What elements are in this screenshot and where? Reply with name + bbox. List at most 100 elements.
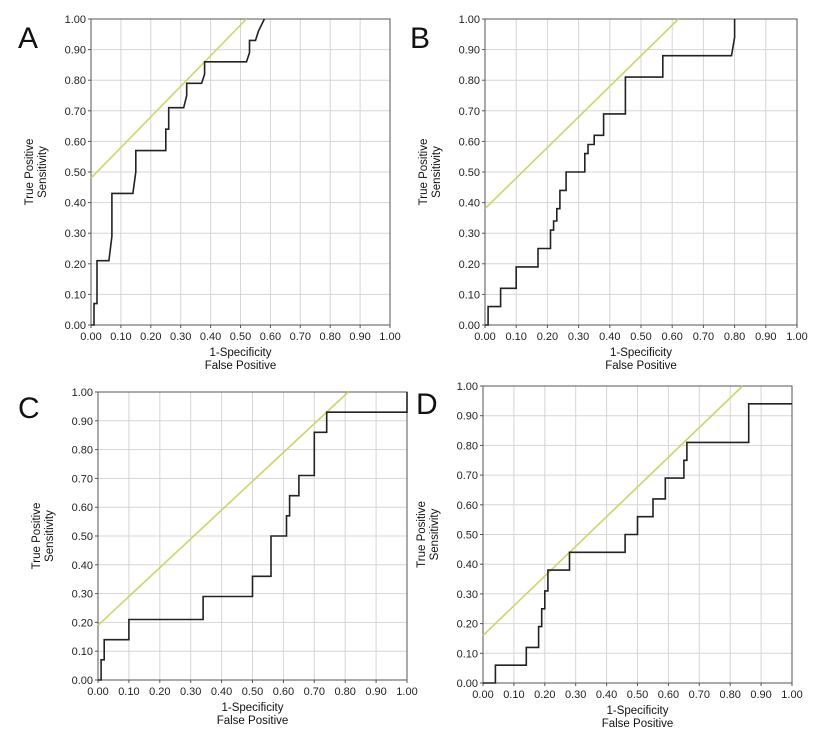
x-axis-label-line1: 1-Specificity bbox=[210, 347, 272, 359]
x-axis-label-line2: False Positive bbox=[205, 360, 277, 372]
x-tick-label: 0.40 bbox=[599, 331, 620, 343]
x-tick-label: 0.10 bbox=[505, 331, 526, 343]
x-axis-label-line1: 1-Specificity bbox=[222, 702, 284, 714]
x-tick-label: 0.10 bbox=[503, 689, 524, 701]
y-tick-label: 0.80 bbox=[65, 75, 86, 87]
y-axis-label-line2: Sensitivity bbox=[429, 508, 441, 560]
x-tick-label: 1.00 bbox=[396, 686, 417, 698]
x-tick-label: 0.80 bbox=[719, 689, 740, 701]
panel-c: 0.000.00 0.10 0.10 0.20 0.20 0.30 0.30 0.40 0.40… bbox=[18, 387, 418, 727]
y-tick-label: 0.60 bbox=[457, 500, 478, 512]
y-tick-label: 0.90 bbox=[65, 45, 86, 57]
y-axis-label-line1: True Positive bbox=[31, 503, 43, 570]
x-axis-label-line2: False Positive bbox=[217, 715, 289, 727]
y-axis-label-line2: Sensitivity bbox=[37, 146, 49, 198]
x-tick-label: 0.10 bbox=[118, 686, 139, 698]
y-tick-label: 0.20 bbox=[457, 619, 478, 631]
x-tick-label: 1.00 bbox=[786, 331, 807, 343]
y-tick-label: 0.20 bbox=[65, 259, 86, 271]
x-tick-label: 0.30 bbox=[180, 686, 201, 698]
x-tick-label: 0.30 bbox=[568, 331, 589, 343]
roc-curve-c bbox=[98, 392, 408, 681]
x-tick-label: 0.40 bbox=[200, 331, 221, 343]
y-tick-label: 0.50 bbox=[457, 530, 478, 542]
y-tick-label: 0.40 bbox=[72, 560, 93, 572]
x-tick-label: 0.60 bbox=[273, 686, 294, 698]
y-tick-label: 0.90 bbox=[457, 411, 478, 423]
y-tick-label: 0.00 bbox=[72, 675, 93, 687]
panel-letter-d: D bbox=[416, 388, 438, 421]
x-tick-label: 0.90 bbox=[755, 331, 776, 343]
x-tick-label: 0.60 bbox=[260, 331, 281, 343]
roc-curve-a bbox=[91, 18, 266, 326]
y-tick-label: 0.90 bbox=[459, 45, 480, 57]
y-tick-label: 0.80 bbox=[72, 445, 93, 457]
x-tick-label: 0.50 bbox=[630, 331, 651, 343]
x-tick-label: 0.10 bbox=[110, 331, 131, 343]
x-tick-label: 0.00 bbox=[80, 331, 101, 343]
roc-curve-b bbox=[485, 19, 736, 326]
x-axis-label-line1: 1-Specificity bbox=[607, 705, 669, 717]
x-tick-label: 0.60 bbox=[658, 689, 679, 701]
x-tick-label: 0.20 bbox=[140, 331, 161, 343]
y-tick-label: 1.00 bbox=[72, 387, 93, 399]
panel-letter-a: A bbox=[18, 22, 38, 55]
reference-line-b bbox=[484, 18, 680, 210]
y-tick-label: 0.20 bbox=[72, 617, 93, 629]
x-tick-label: 0.70 bbox=[290, 331, 311, 343]
x-tick-label: 0.80 bbox=[334, 686, 355, 698]
y-tick-label: 0.60 bbox=[459, 136, 480, 148]
y-tick-label: 0.30 bbox=[72, 589, 93, 601]
x-tick-label: 0.70 bbox=[304, 686, 325, 698]
x-tick-label: 0.30 bbox=[565, 689, 586, 701]
y-tick-label: 0.20 bbox=[459, 259, 480, 271]
x-tick-label: 0.50 bbox=[627, 689, 648, 701]
x-tick-label: 0.70 bbox=[689, 689, 710, 701]
x-tick-label: 0.50 bbox=[230, 331, 251, 343]
x-tick-label: 0.20 bbox=[149, 686, 170, 698]
reference-line-d bbox=[482, 385, 744, 637]
x-tick-label: 0.20 bbox=[537, 331, 558, 343]
y-tick-label: 1.00 bbox=[65, 14, 86, 26]
x-tick-label: 0.60 bbox=[661, 331, 682, 343]
y-tick-label: 0.00 bbox=[65, 320, 86, 332]
y-tick-label: 0.10 bbox=[72, 646, 93, 658]
y-tick-label: 0.00 bbox=[459, 320, 480, 332]
x-tick-label: 0.40 bbox=[596, 689, 617, 701]
y-tick-label: 0.40 bbox=[459, 198, 480, 210]
panel-letter-c: C bbox=[18, 392, 40, 425]
x-tick-label: 0.00 bbox=[474, 331, 495, 343]
panel-a: 0.000.00 0.10 0.10 0.20 0.20 0.30 0.30 0.40 0.40… bbox=[18, 14, 401, 372]
y-tick-label: 0.70 bbox=[459, 106, 480, 118]
y-tick-label: 0.10 bbox=[65, 289, 86, 301]
reference-line-c bbox=[97, 391, 349, 626]
x-tick-label: 0.00 bbox=[87, 686, 108, 698]
x-tick-label: 0.90 bbox=[365, 686, 386, 698]
plot-frame-c bbox=[97, 391, 408, 681]
y-tick-label: 0.10 bbox=[457, 648, 478, 660]
roc-curve-d bbox=[483, 402, 792, 684]
plot-frame-d bbox=[482, 385, 793, 684]
x-tick-label: 0.30 bbox=[170, 331, 191, 343]
x-tick-label: 1.00 bbox=[781, 689, 802, 701]
panel-letter-b: B bbox=[410, 22, 430, 55]
y-tick-label: 0.70 bbox=[72, 473, 93, 485]
x-tick-label: 0.50 bbox=[242, 686, 263, 698]
y-tick-label: 0.30 bbox=[457, 589, 478, 601]
y-tick-label: 0.70 bbox=[65, 106, 86, 118]
reference-line-a bbox=[90, 18, 248, 179]
y-axis-label-line1: True Positive bbox=[24, 139, 36, 206]
x-tick-label: 0.20 bbox=[534, 689, 555, 701]
y-tick-label: 0.70 bbox=[457, 470, 478, 482]
y-tick-label: 0.50 bbox=[459, 167, 480, 179]
y-tick-label: 1.00 bbox=[457, 381, 478, 393]
y-tick-label: 0.00 bbox=[457, 678, 478, 690]
x-tick-label: 0.90 bbox=[349, 331, 370, 343]
y-tick-label: 0.80 bbox=[459, 75, 480, 87]
y-tick-label: 0.30 bbox=[459, 228, 480, 240]
y-tick-label: 0.50 bbox=[72, 531, 93, 543]
y-tick-label: 0.40 bbox=[65, 198, 86, 210]
x-tick-label: 0.70 bbox=[693, 331, 714, 343]
y-axis-label-line1: True Positive bbox=[418, 139, 430, 206]
